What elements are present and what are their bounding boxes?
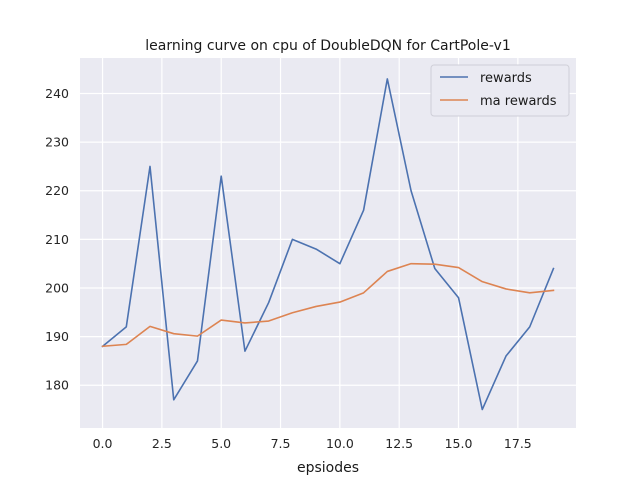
x-tick-label: 15.0 [445, 436, 473, 451]
legend-label-rewards: rewards [480, 71, 532, 86]
legend: rewards ma rewards [430, 64, 570, 117]
series-layer [101, 78, 555, 411]
y-tick-label: 190 [45, 329, 69, 344]
grid-lines [80, 58, 576, 428]
x-tick-label: 2.5 [152, 436, 172, 451]
y-tick-label: 200 [45, 280, 69, 295]
series-line-ma-rewards [101, 262, 555, 348]
x-tick-label: 12.5 [385, 436, 413, 451]
series-line-rewards [101, 78, 555, 411]
x-tick-label: 17.5 [504, 436, 532, 451]
y-tick-label: 230 [45, 135, 69, 150]
y-tick-label: 180 [45, 378, 69, 393]
y-tick-label: 220 [45, 183, 69, 198]
x-tick-label: 7.5 [271, 436, 291, 451]
legend-label-ma-rewards: ma rewards [480, 94, 557, 109]
x-axis-label: epsiodes [297, 460, 359, 476]
tick-labels: 0.0 2.5 5.0 7.5 10.0 12.5 15.0 17.5 180 190 200 210… [45, 86, 532, 451]
plot-background [80, 58, 576, 428]
x-tick-label: 0.0 [93, 436, 113, 451]
x-tick-label: 5.0 [211, 436, 231, 451]
x-tick-label: 10.0 [326, 436, 354, 451]
y-tick-label: 210 [45, 232, 69, 247]
chart-title: learning curve on cpu of DoubleDQN for C… [145, 38, 511, 54]
y-tick-label: 240 [45, 86, 69, 101]
